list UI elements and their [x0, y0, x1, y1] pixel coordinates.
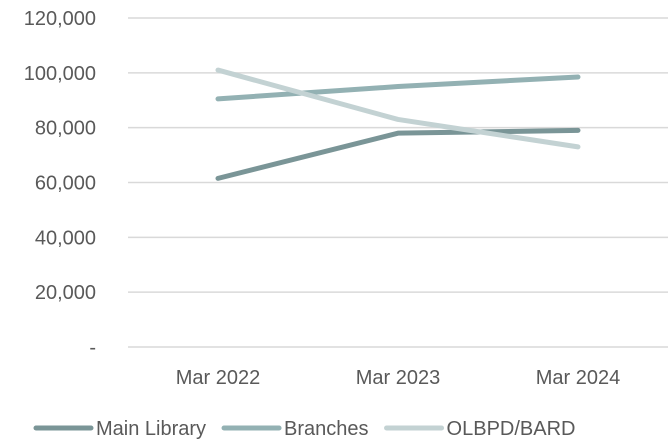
y-tick-label: 120,000 [24, 8, 96, 30]
y-axis-tick-labels: - 20,000 40,000 60,000 80,000 100,000 120,000 [24, 8, 96, 359]
legend-label: OLBPD/BARD [447, 418, 576, 440]
x-tick-label: Mar 2023 [356, 367, 441, 389]
y-tick-label: 40,000 [35, 227, 96, 249]
x-axis-tick-labels: Mar 2022 Mar 2023 Mar 2024 [176, 367, 621, 389]
y-tick-label: 80,000 [35, 118, 96, 140]
y-tick-label: - [89, 337, 96, 359]
legend: Main Library Branches OLBPD/BARD [33, 418, 576, 440]
legend-label: Branches [284, 418, 369, 440]
y-tick-label: 20,000 [35, 282, 96, 304]
gridlines [128, 17, 668, 348]
y-tick-label: 100,000 [24, 63, 96, 85]
legend-label: Main Library [96, 418, 206, 440]
x-tick-label: Mar 2022 [176, 367, 261, 389]
series-line-branches [215, 74, 581, 102]
x-tick-label: Mar 2024 [536, 367, 621, 389]
series-lines [215, 67, 581, 181]
y-tick-label: 60,000 [35, 173, 96, 195]
